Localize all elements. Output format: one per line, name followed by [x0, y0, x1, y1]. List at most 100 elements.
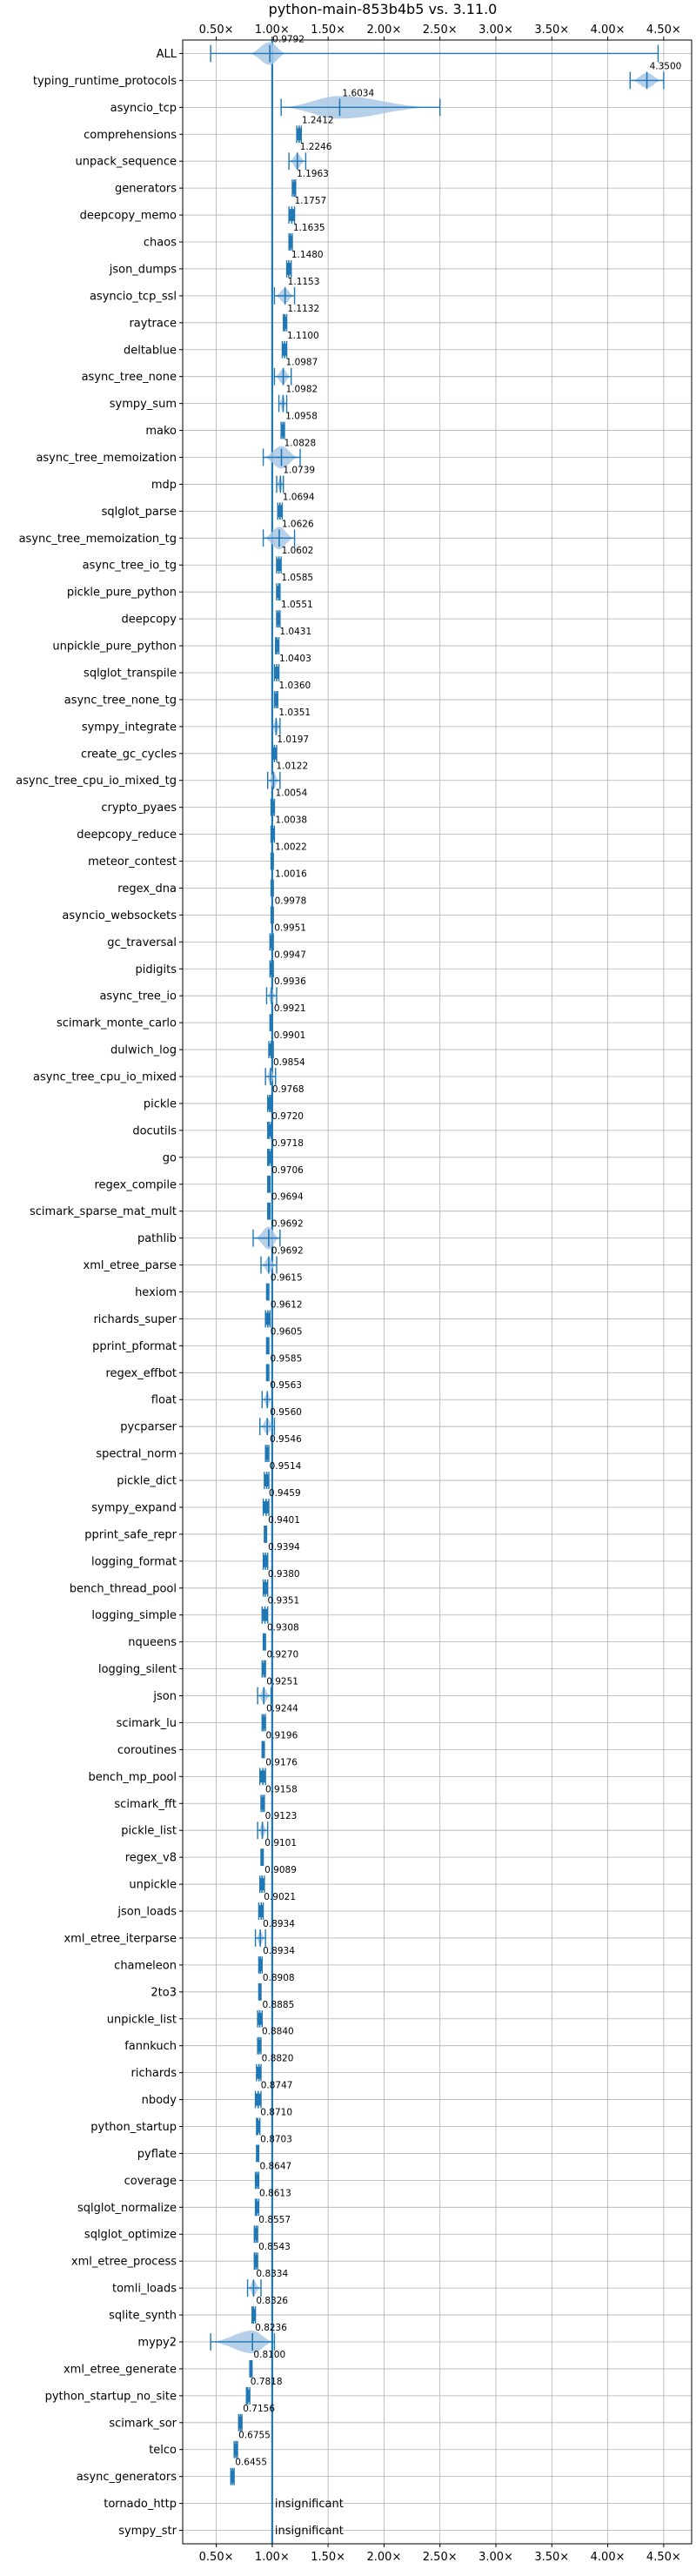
benchmark-label: async_tree_io_tg — [83, 560, 177, 573]
benchmark-label: richards — [131, 2067, 177, 2080]
benchmark-label: sqlglot_parse — [102, 506, 177, 519]
benchmark-label: float — [151, 1394, 177, 1407]
benchmark-label: chaos — [144, 237, 177, 250]
benchmark-label: deepcopy — [121, 614, 177, 627]
value-label: 1.0022 — [275, 842, 307, 853]
value-core — [263, 1554, 268, 1567]
value-label: 1.6034 — [342, 88, 374, 98]
value-label: 0.9694 — [271, 1192, 304, 1203]
y-axis: ALL typing_runtime_protocols asyncio_tcpco… — [16, 48, 183, 2538]
value-core — [264, 1474, 269, 1486]
benchmark-label: xml_etree_iterparse — [64, 1932, 177, 1945]
value-label: 0.9947 — [274, 949, 306, 960]
value-label: 1.0351 — [278, 708, 311, 718]
benchmark-label: sympy_sum — [110, 398, 177, 411]
benchmark-label: sympy_str — [118, 2525, 177, 2538]
benchmark-label: tomli_loads — [112, 2283, 177, 2296]
value-core — [271, 882, 274, 895]
value-label: 0.8747 — [261, 2081, 293, 2091]
benchmark-label: json_dumps — [109, 263, 177, 276]
value-core — [256, 2147, 259, 2160]
value-label: 0.8703 — [260, 2134, 292, 2144]
value-label: 0.9692 — [271, 1246, 304, 1257]
value-label: 0.9612 — [271, 1299, 303, 1310]
benchmark-label: create_gc_cycles — [81, 748, 177, 761]
insignificant-label: insignificant — [275, 2525, 344, 2538]
x-tick-label-top: 1.00× — [255, 23, 290, 37]
benchmark-label: xml_etree_process — [71, 2256, 177, 2269]
value-core — [267, 1097, 271, 1110]
value-label: 0.9706 — [271, 1165, 304, 1176]
benchmark-label: tornado_http — [104, 2498, 177, 2511]
benchmark-label: async_tree_memoization_tg — [19, 533, 177, 546]
value-label: 0.9563 — [270, 1380, 302, 1391]
value-label: 0.8613 — [259, 2188, 291, 2198]
value-core — [289, 209, 295, 222]
value-label: 0.9692 — [271, 1219, 304, 1230]
value-core — [266, 1339, 270, 1352]
value-core — [265, 1447, 269, 1460]
benchmark-label: deepcopy_reduce — [77, 828, 177, 842]
benchmark-label: xml_etree_generate — [64, 2363, 177, 2376]
value-core — [266, 1285, 270, 1298]
value-label: 0.7156 — [243, 2404, 275, 2414]
value-label: 1.0828 — [284, 439, 317, 449]
value-label: 0.8934 — [263, 1919, 295, 1929]
value-label: 0.8236 — [255, 2323, 287, 2333]
value-label: 0.9394 — [268, 1542, 300, 1553]
value-label: 0.9158 — [265, 1784, 298, 1794]
value-label: 0.8840 — [262, 2027, 294, 2037]
value-label: 0.9854 — [273, 1057, 305, 1068]
value-core — [231, 2470, 235, 2483]
value-label: 0.9936 — [274, 976, 306, 987]
value-label: 0.8557 — [258, 2215, 291, 2225]
value-core — [277, 559, 282, 572]
value-label: 0.9768 — [272, 1084, 304, 1095]
value-core — [289, 236, 292, 248]
value-core — [267, 1150, 271, 1164]
benchmark-label: gc_traversal — [107, 936, 177, 949]
value-core — [258, 1905, 264, 1917]
value-label: 1.1153 — [288, 277, 320, 287]
benchmark-label: asyncio_tcp_ssl — [90, 290, 177, 303]
benchmark-label: scimark_sparse_mat_mult — [30, 1205, 177, 1218]
value-label: 0.8710 — [260, 2108, 292, 2118]
value-label: 1.1132 — [287, 304, 319, 314]
plot-marks: 0.9792 4.3500 1.6034 1.2412 1.2246 1.1963 1.17… — [210, 34, 681, 2544]
x-tick-label-bottom: 2.00× — [367, 2551, 402, 2564]
value-core — [267, 1177, 271, 1191]
benchmark-label: async_tree_cpu_io_mixed_tg — [16, 775, 177, 788]
value-core — [258, 1985, 262, 1998]
value-core — [267, 1124, 271, 1137]
value-core — [261, 1851, 264, 1864]
benchmark-label: async_tree_io — [99, 990, 177, 1003]
x-tick-label-bottom: 2.50× — [423, 2551, 458, 2564]
value-core — [275, 640, 279, 652]
benchmark-label: scimark_monte_carlo — [57, 1017, 177, 1030]
value-core — [255, 2093, 261, 2106]
value-core — [271, 828, 275, 841]
value-core — [261, 1797, 264, 1810]
x-tick-label-bottom: 1.00× — [255, 2551, 290, 2564]
benchmark-label: richards_super — [93, 1313, 177, 1326]
value-label: 0.9101 — [264, 1838, 297, 1848]
value-label: 0.8885 — [263, 2000, 295, 2010]
value-label: 1.0054 — [276, 788, 308, 799]
benchmark-label: json_loads — [117, 1906, 177, 1919]
benchmark-label: nbody — [142, 2094, 177, 2107]
value-label: 1.1100 — [287, 331, 319, 341]
benchmark-label: logging_simple — [91, 1609, 177, 1622]
benchmark-label: pprint_safe_repr — [84, 1528, 177, 1541]
value-label: 0.9921 — [274, 1003, 306, 1014]
benchmark-label: raytrace — [129, 317, 177, 330]
value-core — [271, 909, 274, 922]
value-core — [269, 1043, 274, 1057]
value-label: 0.9514 — [270, 1461, 302, 1472]
benchmark-label: fannkuch — [124, 2040, 177, 2053]
benchmark-label: chameleon — [114, 1959, 177, 1972]
benchmark-label: comprehensions — [84, 129, 177, 142]
value-label: 0.9546 — [270, 1434, 302, 1445]
benchmark-label: pickle_dict — [117, 1475, 177, 1488]
value-core — [270, 936, 274, 949]
value-label: 1.0602 — [282, 546, 314, 556]
